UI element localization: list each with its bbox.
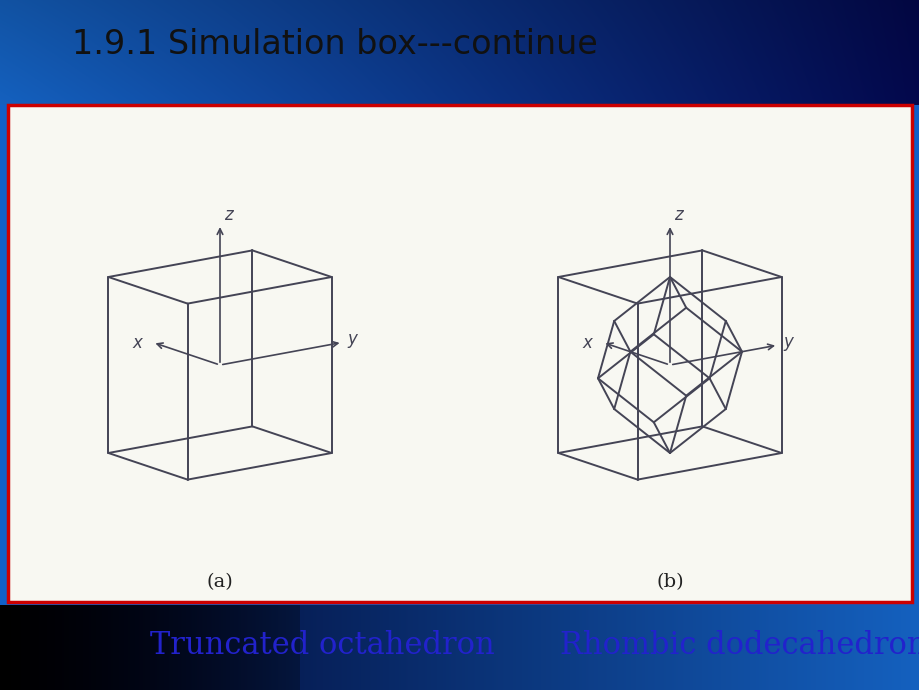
Bar [8, 105, 911, 602]
Text: (b): (b) [655, 573, 683, 591]
Text: Truncated octahedron: Truncated octahedron [150, 629, 494, 660]
Text: (a): (a) [207, 573, 233, 591]
Text: z: z [674, 206, 682, 224]
Text: 1.9.1 Simulation box---continue: 1.9.1 Simulation box---continue [72, 28, 597, 61]
Text: x: x [132, 335, 142, 353]
Text: z: z [223, 206, 233, 224]
Text: y: y [782, 333, 792, 351]
Text: x: x [582, 335, 592, 353]
Text: y: y [347, 331, 357, 348]
Text: Rhombic dodecahedron: Rhombic dodecahedron [560, 629, 919, 660]
